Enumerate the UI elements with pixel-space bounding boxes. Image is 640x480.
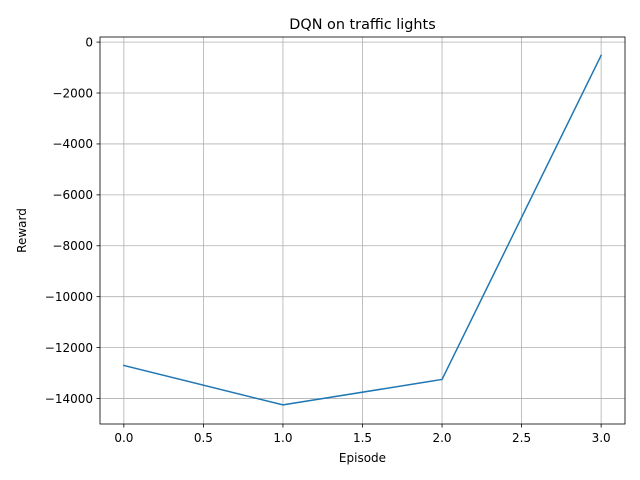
x-axis-label: Episode xyxy=(339,451,386,465)
series-layer xyxy=(122,54,603,406)
x-tick-label: 0.0 xyxy=(114,431,133,445)
y-tick-label: −2000 xyxy=(52,86,93,100)
x-tick-label: 1.0 xyxy=(273,431,292,445)
y-tick-label: −8000 xyxy=(52,239,93,253)
x-tick-label: 0.5 xyxy=(194,431,213,445)
y-tick-label: −10000 xyxy=(45,290,93,304)
x-tick-label: 2.0 xyxy=(432,431,451,445)
y-axis-label: Reward xyxy=(15,208,29,253)
x-tick-label: 2.5 xyxy=(512,431,531,445)
y-tick-label: −12000 xyxy=(45,341,93,355)
y-tick-label: −6000 xyxy=(52,188,93,202)
x-tick-label: 1.5 xyxy=(353,431,372,445)
y-axis: 0 −2000 −4000 −6000 −8000 −10000 −12000 −14000 xyxy=(45,35,100,406)
series-line-0 xyxy=(122,54,603,406)
y-tick-label: −14000 xyxy=(45,392,93,406)
chart-title: DQN on traffic lights xyxy=(289,17,435,33)
x-axis: 0.0 0.5 1.0 1.5 2.0 2.5 3.0 xyxy=(114,424,611,445)
grid xyxy=(100,37,625,424)
x-tick-label: 3.0 xyxy=(592,431,611,445)
y-tick-label: −4000 xyxy=(52,137,93,151)
y-tick-label: 0 xyxy=(85,35,93,49)
